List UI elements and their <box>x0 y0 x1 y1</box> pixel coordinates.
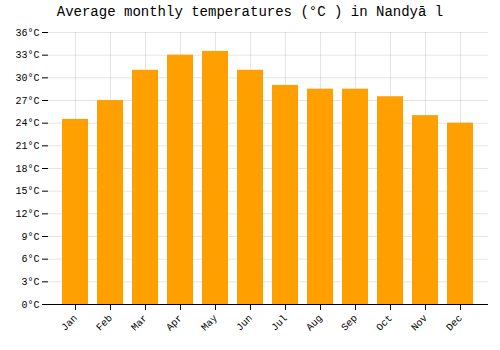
svg-text:Aug: Aug <box>304 313 325 334</box>
svg-text:6°C: 6°C <box>21 254 39 265</box>
svg-text:21°C: 21°C <box>15 141 39 152</box>
svg-text:24°C: 24°C <box>15 118 39 129</box>
svg-text:Apr: Apr <box>164 313 185 334</box>
svg-text:27°C: 27°C <box>15 96 39 107</box>
svg-text:Oct: Oct <box>374 313 395 334</box>
svg-text:Jul: Jul <box>269 313 290 334</box>
html-text:Average monthly temperatures (: Average monthly temperatures (°C ) in Na… <box>56 4 444 20</box>
svg-text:3°C: 3°C <box>21 277 39 288</box>
svg-text:12°C: 12°C <box>15 209 39 220</box>
svg-text:Feb: Feb <box>94 313 115 334</box>
svg-text:Nov: Nov <box>409 313 430 334</box>
svg-text:Mar: Mar <box>129 313 150 334</box>
svg-text:15°C: 15°C <box>15 186 39 197</box>
svg-text:May: May <box>199 313 220 334</box>
svg-text:Jun: Jun <box>234 313 255 334</box>
svg-text:9°C: 9°C <box>21 232 39 243</box>
svg-text:Dec: Dec <box>444 313 465 334</box>
svg-text:Jan: Jan <box>59 313 80 334</box>
svg-text:30°C: 30°C <box>15 73 39 84</box>
svg-text:33°C: 33°C <box>15 50 39 61</box>
svg-text:36°C: 36°C <box>15 28 39 39</box>
svg-text:0°C: 0°C <box>21 300 39 311</box>
svg-text:18°C: 18°C <box>15 164 39 175</box>
svg-text:Sep: Sep <box>339 313 360 334</box>
